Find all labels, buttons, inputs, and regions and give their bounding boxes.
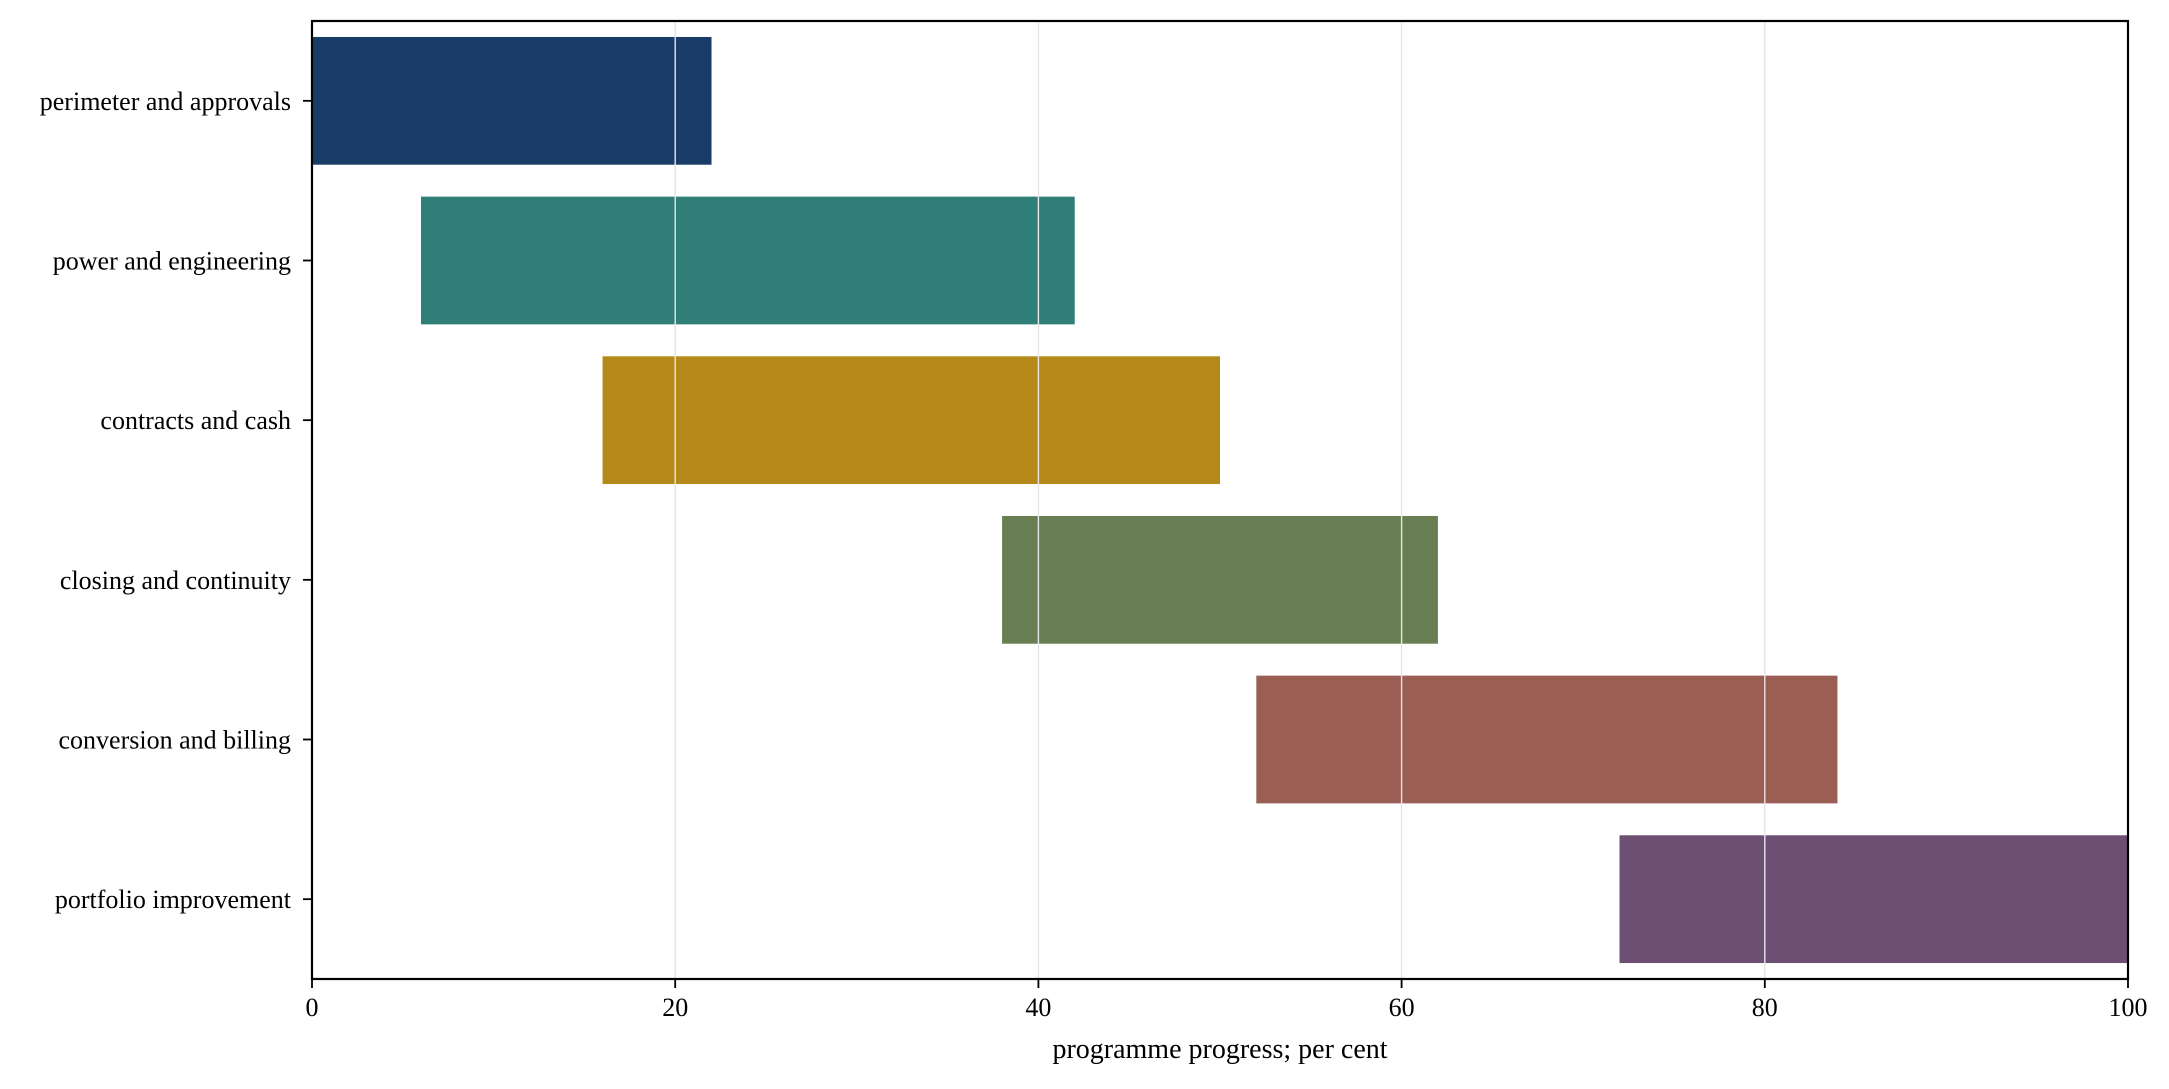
bar-6 xyxy=(1619,835,2128,964)
bars xyxy=(312,36,2128,964)
y-tick-label: power and engineering xyxy=(53,247,291,276)
y-tick-label: contracts and cash xyxy=(100,406,291,435)
y-axis-ticks: perimeter and approvals power and enginee… xyxy=(40,87,312,914)
y-tick-label: portfolio improvement xyxy=(55,885,292,914)
x-tick-label: 40 xyxy=(1025,993,1051,1022)
x-axis-label: programme progress; per cent xyxy=(1052,1034,1387,1065)
x-tick-label: 80 xyxy=(1752,993,1778,1022)
bar-1 xyxy=(312,36,712,165)
plot-frame xyxy=(310,19,2130,981)
gridlines xyxy=(674,21,1766,979)
bar-5 xyxy=(1256,675,1838,804)
bar-3 xyxy=(602,356,1220,485)
x-tick-label: 20 xyxy=(662,993,688,1022)
x-tick-label: 60 xyxy=(1389,993,1415,1022)
x-tick-label: 100 xyxy=(2109,993,2148,1022)
bar-4 xyxy=(1002,515,1438,644)
y-tick-label: perimeter and approvals xyxy=(40,87,291,116)
y-tick-label: conversion and billing xyxy=(58,726,291,755)
x-tick-label: 0 xyxy=(306,993,319,1022)
x-axis-ticks: 0 20 40 60 80 100 xyxy=(306,979,2148,1022)
y-tick-label: closing and continuity xyxy=(60,566,291,595)
bar-2 xyxy=(420,196,1075,325)
